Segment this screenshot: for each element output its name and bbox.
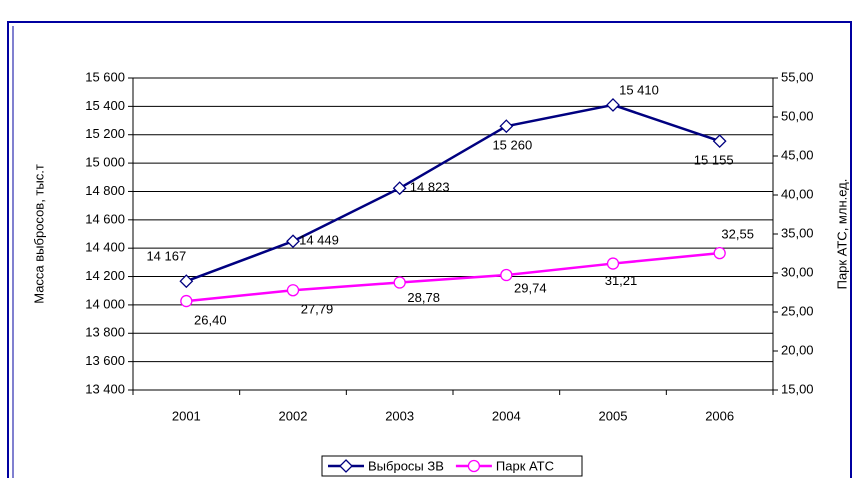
y-tick-label: 14 200 (85, 268, 125, 283)
y-tick-label: 13 800 (85, 325, 125, 340)
y2-tick-label: 25,00 (781, 303, 814, 318)
x-tick-label: 2001 (172, 408, 201, 423)
y-tick-label: 15 200 (85, 126, 125, 141)
y2-tick-label: 55,00 (781, 69, 814, 84)
point (179, 274, 194, 289)
x-tick-label: 2003 (385, 408, 414, 423)
y-tick-label: 13 600 (85, 353, 125, 368)
data-label: 15 260 (492, 138, 532, 153)
point (339, 459, 353, 473)
y-tick-label: 14 400 (85, 240, 125, 255)
y-tick-label: 14 000 (85, 296, 125, 311)
data-label: 15 155 (694, 153, 734, 168)
y-tick-label: 14 600 (85, 211, 125, 226)
data-label: 26,40 (194, 313, 227, 328)
point (393, 276, 406, 289)
data-label: 14 167 (146, 249, 186, 264)
x-tick-label: 2004 (492, 408, 521, 423)
y-tick-label: 15 000 (85, 155, 125, 170)
y2-tick-label: 45,00 (781, 147, 814, 162)
point (286, 284, 300, 297)
point (180, 294, 193, 308)
data-label: 14 449 (299, 233, 339, 248)
point (467, 459, 481, 473)
data-label: 15 410 (619, 82, 659, 97)
y2-tick-label: 50,00 (781, 108, 814, 123)
x-tick-label: 2005 (599, 408, 628, 423)
y2-tick-label: 15,00 (781, 381, 814, 396)
line (186, 251, 720, 303)
legend-label: Выбросы ЗВ (368, 458, 444, 473)
data-label: 14 823 (410, 180, 450, 195)
point (712, 134, 727, 149)
point (606, 98, 620, 112)
y2-tick-label: 35,00 (781, 225, 814, 240)
y-axis-title: Масса выбросов, тыс.т (31, 164, 46, 304)
y2-tick-label: 30,00 (781, 264, 814, 279)
data-label: 29,74 (514, 280, 547, 295)
line (185, 103, 721, 283)
y2-tick-label: 20,00 (781, 342, 814, 357)
data-label: 28,78 (407, 290, 440, 305)
y-tick-label: 15 400 (85, 98, 125, 113)
legend-box (321, 455, 583, 477)
legend-label: Парк АТС (496, 458, 554, 473)
x-tick-label: 2002 (279, 408, 308, 423)
point (286, 234, 300, 249)
x-tick-label: 2006 (705, 408, 734, 423)
data-label: 27,79 (301, 302, 334, 317)
y-tick-label: 15 600 (85, 69, 125, 84)
point (500, 268, 513, 282)
frame (7, 21, 852, 478)
point (606, 257, 620, 270)
y2-axis-title: Парк АТС, млн.ед. (834, 179, 849, 290)
data-label: 32,55 (721, 227, 754, 242)
data-label: 31,21 (605, 273, 638, 288)
point (713, 246, 726, 260)
y-tick-label: 13 400 (85, 381, 125, 396)
y2-tick-label: 40,00 (781, 186, 814, 201)
y-tick-label: 14 800 (85, 183, 125, 198)
point (499, 119, 514, 134)
point (392, 181, 407, 196)
